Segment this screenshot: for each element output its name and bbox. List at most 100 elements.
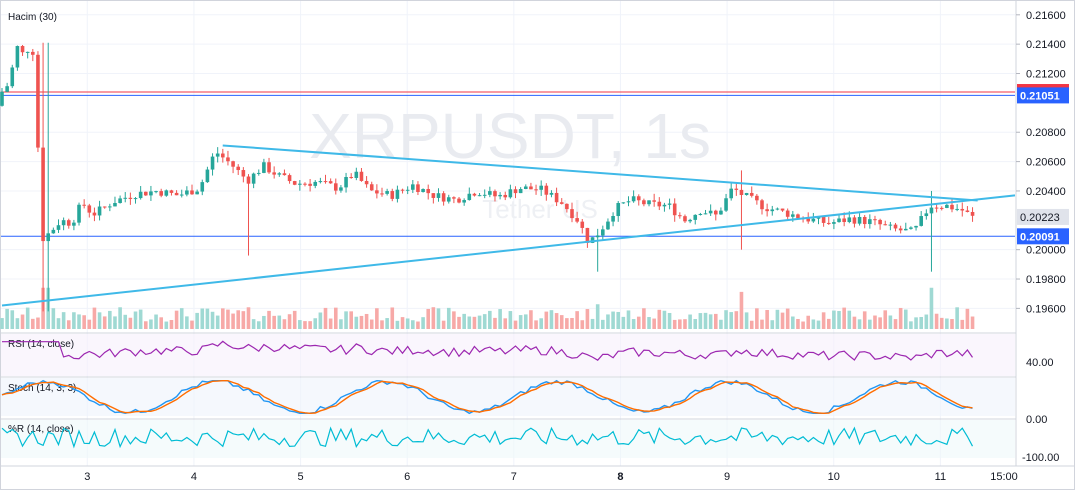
candle-body (375, 190, 379, 194)
volume-bar (411, 320, 415, 329)
time-tick: 10 (828, 471, 840, 483)
candle-body (698, 213, 703, 215)
candle-body (231, 161, 235, 167)
volume-bar (313, 318, 318, 329)
volume-bar (939, 317, 944, 329)
candle-body (0, 91, 4, 106)
candle-body (652, 200, 656, 202)
volume-bar (446, 307, 451, 329)
price-tick: 0.19800 (1026, 274, 1066, 286)
price-tick: 0.20600 (1026, 157, 1066, 169)
candle-body (811, 218, 816, 222)
volume-bar (554, 313, 559, 329)
volume-bar (179, 308, 184, 329)
volume-bar (190, 320, 194, 329)
candle-body (549, 192, 554, 195)
candle-body (708, 210, 713, 214)
candle-body (10, 67, 15, 87)
candle-body (498, 194, 502, 197)
volume-bar (390, 307, 395, 329)
candle-body (765, 209, 769, 212)
volume-bar (344, 311, 348, 329)
price-tag-text: 0.20223 (1020, 212, 1060, 224)
candle-body (51, 229, 56, 234)
candle-body (529, 186, 533, 190)
price-tick: 0.21600 (1026, 10, 1066, 22)
volume-bar (113, 316, 117, 329)
candle-body (523, 186, 528, 190)
candle-body (195, 191, 199, 195)
candle-body (210, 156, 215, 170)
candle-body (472, 193, 477, 196)
candle-body (945, 204, 949, 208)
volume-bar (595, 304, 600, 329)
volume-bar (215, 315, 220, 329)
volume-bar (328, 318, 333, 329)
candle-body (873, 219, 877, 221)
volume-bar (462, 313, 466, 329)
candle-body (493, 191, 497, 197)
candle-body (719, 210, 723, 215)
volume-bar (857, 319, 862, 329)
volume-bar (934, 313, 939, 329)
candle-body (642, 200, 646, 205)
trendlines[interactable] (1, 144, 1016, 307)
rsi-band (1, 334, 1015, 376)
volume-bar (143, 321, 148, 329)
candle-body (837, 218, 841, 223)
volume-bar (821, 312, 826, 329)
volume-bar (31, 318, 35, 329)
volume-bar (698, 313, 703, 329)
volume-bar (513, 320, 518, 329)
volume-bar (544, 311, 549, 329)
candle-body (185, 190, 189, 195)
volume-bar (246, 307, 251, 329)
candle-body (965, 210, 970, 212)
candle-body (960, 208, 965, 211)
candle-body (236, 166, 241, 171)
volume-bar (97, 312, 102, 329)
candle-body (97, 206, 102, 216)
candle-body (313, 181, 318, 186)
candle-body (611, 216, 615, 222)
candle-body (970, 211, 975, 216)
volume-bar (36, 317, 40, 329)
candle-body (395, 189, 400, 199)
candle-body (164, 190, 169, 196)
candle-body (580, 221, 585, 228)
candle-body (539, 185, 543, 190)
symbol-watermark: XRPUSDT, 1s (309, 100, 711, 172)
time-tick: 11 (935, 471, 946, 483)
candle-body (914, 225, 918, 228)
volume-bar (549, 310, 554, 329)
horizontal-lines[interactable] (1, 91, 1015, 237)
volume-bar (277, 315, 282, 329)
volume-bar (236, 310, 241, 329)
trendline[interactable] (1, 194, 1016, 307)
candle-body (108, 206, 112, 208)
candle-body (621, 202, 626, 204)
candle-body (950, 204, 954, 210)
candle-body (826, 222, 831, 224)
candle-body (513, 189, 518, 194)
volume-bar (801, 321, 805, 329)
volume-bar (508, 311, 513, 329)
price-axis[interactable]: 0.21600 0.21400 0.21200 0.20800 0.20600 0.204… (1016, 10, 1066, 316)
time-axis[interactable]: 3 4 5 6 7 8 9 10 11 15:00 (84, 471, 1018, 483)
wr-axis-label-top: 0.00 (1026, 414, 1047, 426)
volume-bar (149, 319, 153, 329)
candle-body (616, 203, 621, 217)
volume-bar (862, 311, 867, 329)
candle-body (559, 202, 564, 204)
volume-bar (303, 321, 307, 329)
candle-body (431, 193, 436, 198)
candle-body (631, 196, 636, 202)
volume-bar (375, 308, 379, 329)
candle-body (606, 221, 610, 230)
candle-body (46, 233, 51, 242)
candle-body (868, 219, 872, 225)
candle-body (256, 172, 261, 174)
volume-bar (672, 319, 677, 329)
trendline[interactable] (222, 144, 978, 202)
